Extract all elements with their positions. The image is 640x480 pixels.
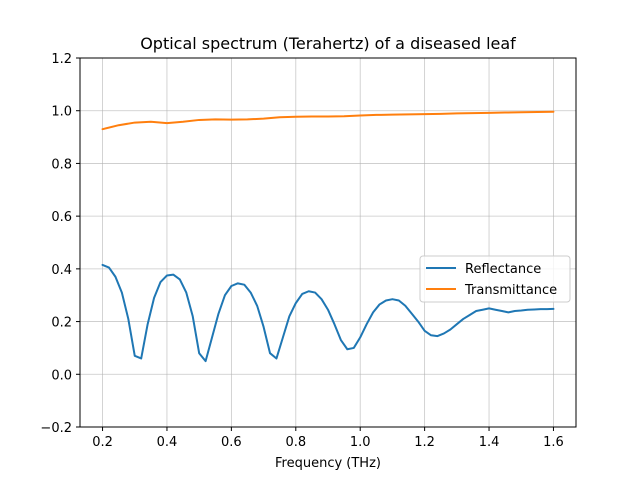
legend-label-transmittance: Transmittance <box>464 283 557 298</box>
grid-lines <box>80 57 576 428</box>
y-tick-label: 1.2 <box>51 52 72 67</box>
x-tick-label: 1.4 <box>479 435 500 450</box>
x-tick-label: 0.8 <box>285 435 306 450</box>
x-tick-label: 1.6 <box>543 435 564 450</box>
y-tick-label: −0.2 <box>40 421 72 436</box>
x-axis-ticks: 0.2 0.4 0.6 0.8 1.0 1.2 1.4 1.6 <box>92 427 564 450</box>
x-tick-label: 0.4 <box>157 435 178 450</box>
x-axis-label: Frequency (THz) <box>275 456 381 471</box>
legend-label-reflectance: Reflectance <box>465 262 541 277</box>
series-line-transmittance <box>101 110 555 131</box>
legend-box <box>419 255 571 303</box>
plot-series <box>101 110 555 363</box>
y-tick-label: 0.0 <box>51 368 72 383</box>
x-tick-label: 1.2 <box>414 435 435 450</box>
y-tick-label: 0.4 <box>51 263 72 278</box>
series-line-reflectance <box>101 263 555 363</box>
axes-frame <box>79 57 577 428</box>
y-axis-ticks: −0.2 0.0 0.2 0.4 0.6 0.8 1.0 1.2 <box>40 52 80 436</box>
y-tick-label: 0.2 <box>51 316 72 331</box>
x-tick-label: 0.2 <box>92 435 113 450</box>
y-tick-label: 0.8 <box>51 157 72 172</box>
x-tick-label: 1.0 <box>350 435 371 450</box>
legend: Reflectance Transmittance <box>419 255 571 303</box>
x-tick-label: 0.6 <box>221 435 242 450</box>
chart-title: Optical spectrum (Terahertz) of a diseas… <box>140 34 516 53</box>
y-tick-label: 1.0 <box>51 105 72 120</box>
y-tick-label: 0.6 <box>51 210 72 225</box>
